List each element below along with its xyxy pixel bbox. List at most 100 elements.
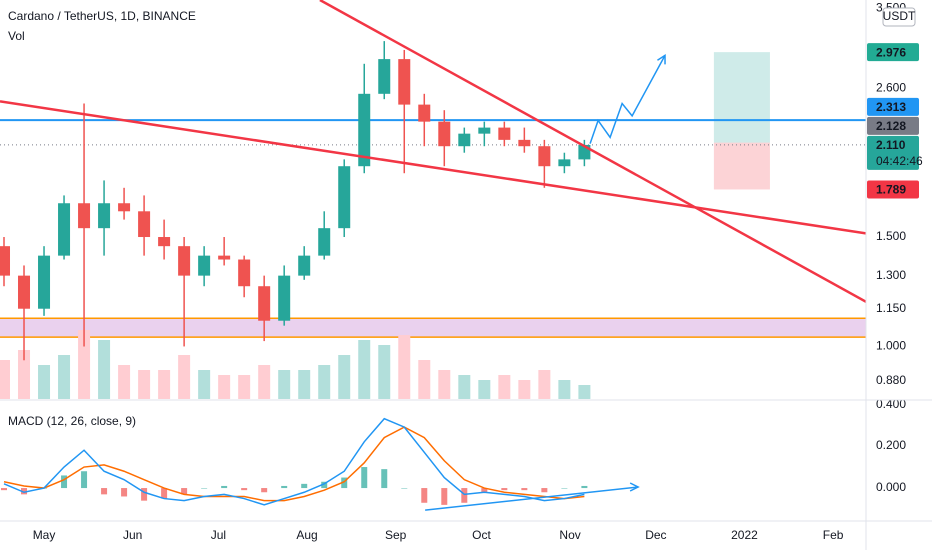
x-tick-label: Feb [823, 528, 844, 542]
macd-histogram [301, 483, 308, 489]
macd-histogram [561, 488, 568, 489]
trendline [319, 0, 866, 303]
volume-bar [518, 380, 531, 399]
x-tick-label: May [33, 528, 56, 542]
candle-body [238, 259, 251, 287]
macd-histogram [201, 488, 208, 489]
candle-body [178, 246, 191, 276]
price-label-box [867, 116, 919, 135]
volume-bar [478, 380, 491, 399]
candle-body [118, 203, 131, 212]
candle-body [58, 203, 71, 256]
macd-pane [1, 417, 640, 511]
axes: MayJunJulAugSepOctNovDec2022Feb3.5002.60… [33, 1, 907, 543]
volume-bar [58, 355, 71, 399]
volume-bar [0, 360, 11, 399]
candle-body [298, 255, 311, 276]
support-zone [0, 318, 866, 338]
volume-bar [338, 355, 351, 399]
volume-bar [138, 370, 151, 399]
x-tick-label: Jun [123, 528, 142, 542]
candle-body [98, 203, 111, 229]
candle-body [258, 286, 271, 321]
candle-body [358, 93, 371, 167]
macd-title: MACD (12, 26, close, 9) [8, 414, 136, 428]
projection-path [589, 55, 666, 144]
macd-histogram [441, 488, 448, 505]
signal-line [3, 426, 585, 502]
macd-histogram [181, 488, 188, 495]
x-tick-label: Oct [472, 528, 491, 542]
currency[interactable]: USDT [883, 9, 916, 23]
macd-histogram [361, 467, 368, 489]
volume-bar [118, 365, 131, 399]
candle-body [138, 211, 151, 238]
candle-body [558, 159, 571, 167]
macd-histogram [141, 488, 148, 501]
volume-bar [398, 335, 411, 399]
candle-body [458, 133, 471, 147]
macd-histogram [461, 488, 468, 503]
macd-trendline-arrow [629, 482, 640, 492]
macd-histogram [481, 488, 488, 493]
price-label-box [867, 180, 919, 199]
price-label: 2.128 [876, 119, 906, 133]
candle-body [538, 146, 551, 167]
macd-histogram [381, 469, 388, 489]
volume-bar [278, 370, 291, 399]
candle-body [18, 275, 31, 309]
macd-tick-label: 0.000 [876, 480, 906, 494]
candle-body [158, 237, 171, 247]
candle-body [498, 127, 511, 140]
price-label: 2.313 [876, 100, 906, 114]
trendline [0, 100, 866, 235]
macd-histogram [501, 488, 508, 491]
macd-histogram [421, 488, 428, 503]
position-target [713, 52, 770, 143]
candle-body [478, 127, 491, 134]
price-label: 2.976 [876, 45, 906, 59]
macd-histogram [241, 488, 248, 491]
macd-histogram [161, 488, 168, 499]
y-tick-label: 1.300 [876, 268, 906, 282]
macd-histogram [581, 485, 588, 489]
price-label: 1.789 [876, 183, 906, 197]
candle-body [438, 121, 451, 147]
macd-tick-label: 0.400 [876, 397, 906, 411]
volume-bar [218, 375, 231, 399]
volume-bar [578, 385, 591, 399]
y-tick-label: 1.150 [876, 301, 906, 315]
candle-body [0, 246, 11, 276]
macd-histogram [541, 488, 548, 493]
volume-bar [318, 365, 331, 399]
macd-histogram [321, 481, 328, 489]
volume-bar [258, 365, 271, 399]
volume-bar [378, 345, 391, 399]
price-label: 2.110 [876, 138, 906, 152]
volume-bar [538, 370, 551, 399]
macd-histogram [1, 488, 8, 491]
volume-bar [558, 380, 571, 399]
volume-bar [358, 340, 371, 399]
macd-histogram [221, 485, 228, 489]
y-tick-label: 2.600 [876, 81, 906, 95]
macd-histogram [81, 471, 88, 489]
macd-histogram [61, 475, 68, 489]
x-tick-label: 2022 [731, 528, 758, 542]
chart-title: Cardano / TetherUS, 1D, BINANCE [8, 9, 196, 23]
y-tick-label: 1.500 [876, 229, 906, 243]
volume-bar [78, 330, 91, 399]
x-tick-label: Sep [385, 528, 407, 542]
candle-body [378, 59, 391, 94]
volume-bar [298, 370, 311, 399]
price-labels: 2.976 2.313 2.128 2.110 04:42:46 1.789 [867, 43, 923, 199]
candle-body [278, 275, 291, 321]
currency-box[interactable] [882, 7, 916, 27]
x-tick-label: Jul [211, 528, 226, 542]
macd-histogram [401, 488, 408, 489]
price-label-box [867, 97, 919, 116]
price-label-box [867, 135, 919, 170]
price-label-box [867, 43, 919, 62]
macd-trendline [425, 486, 639, 511]
position-stop [713, 142, 770, 190]
